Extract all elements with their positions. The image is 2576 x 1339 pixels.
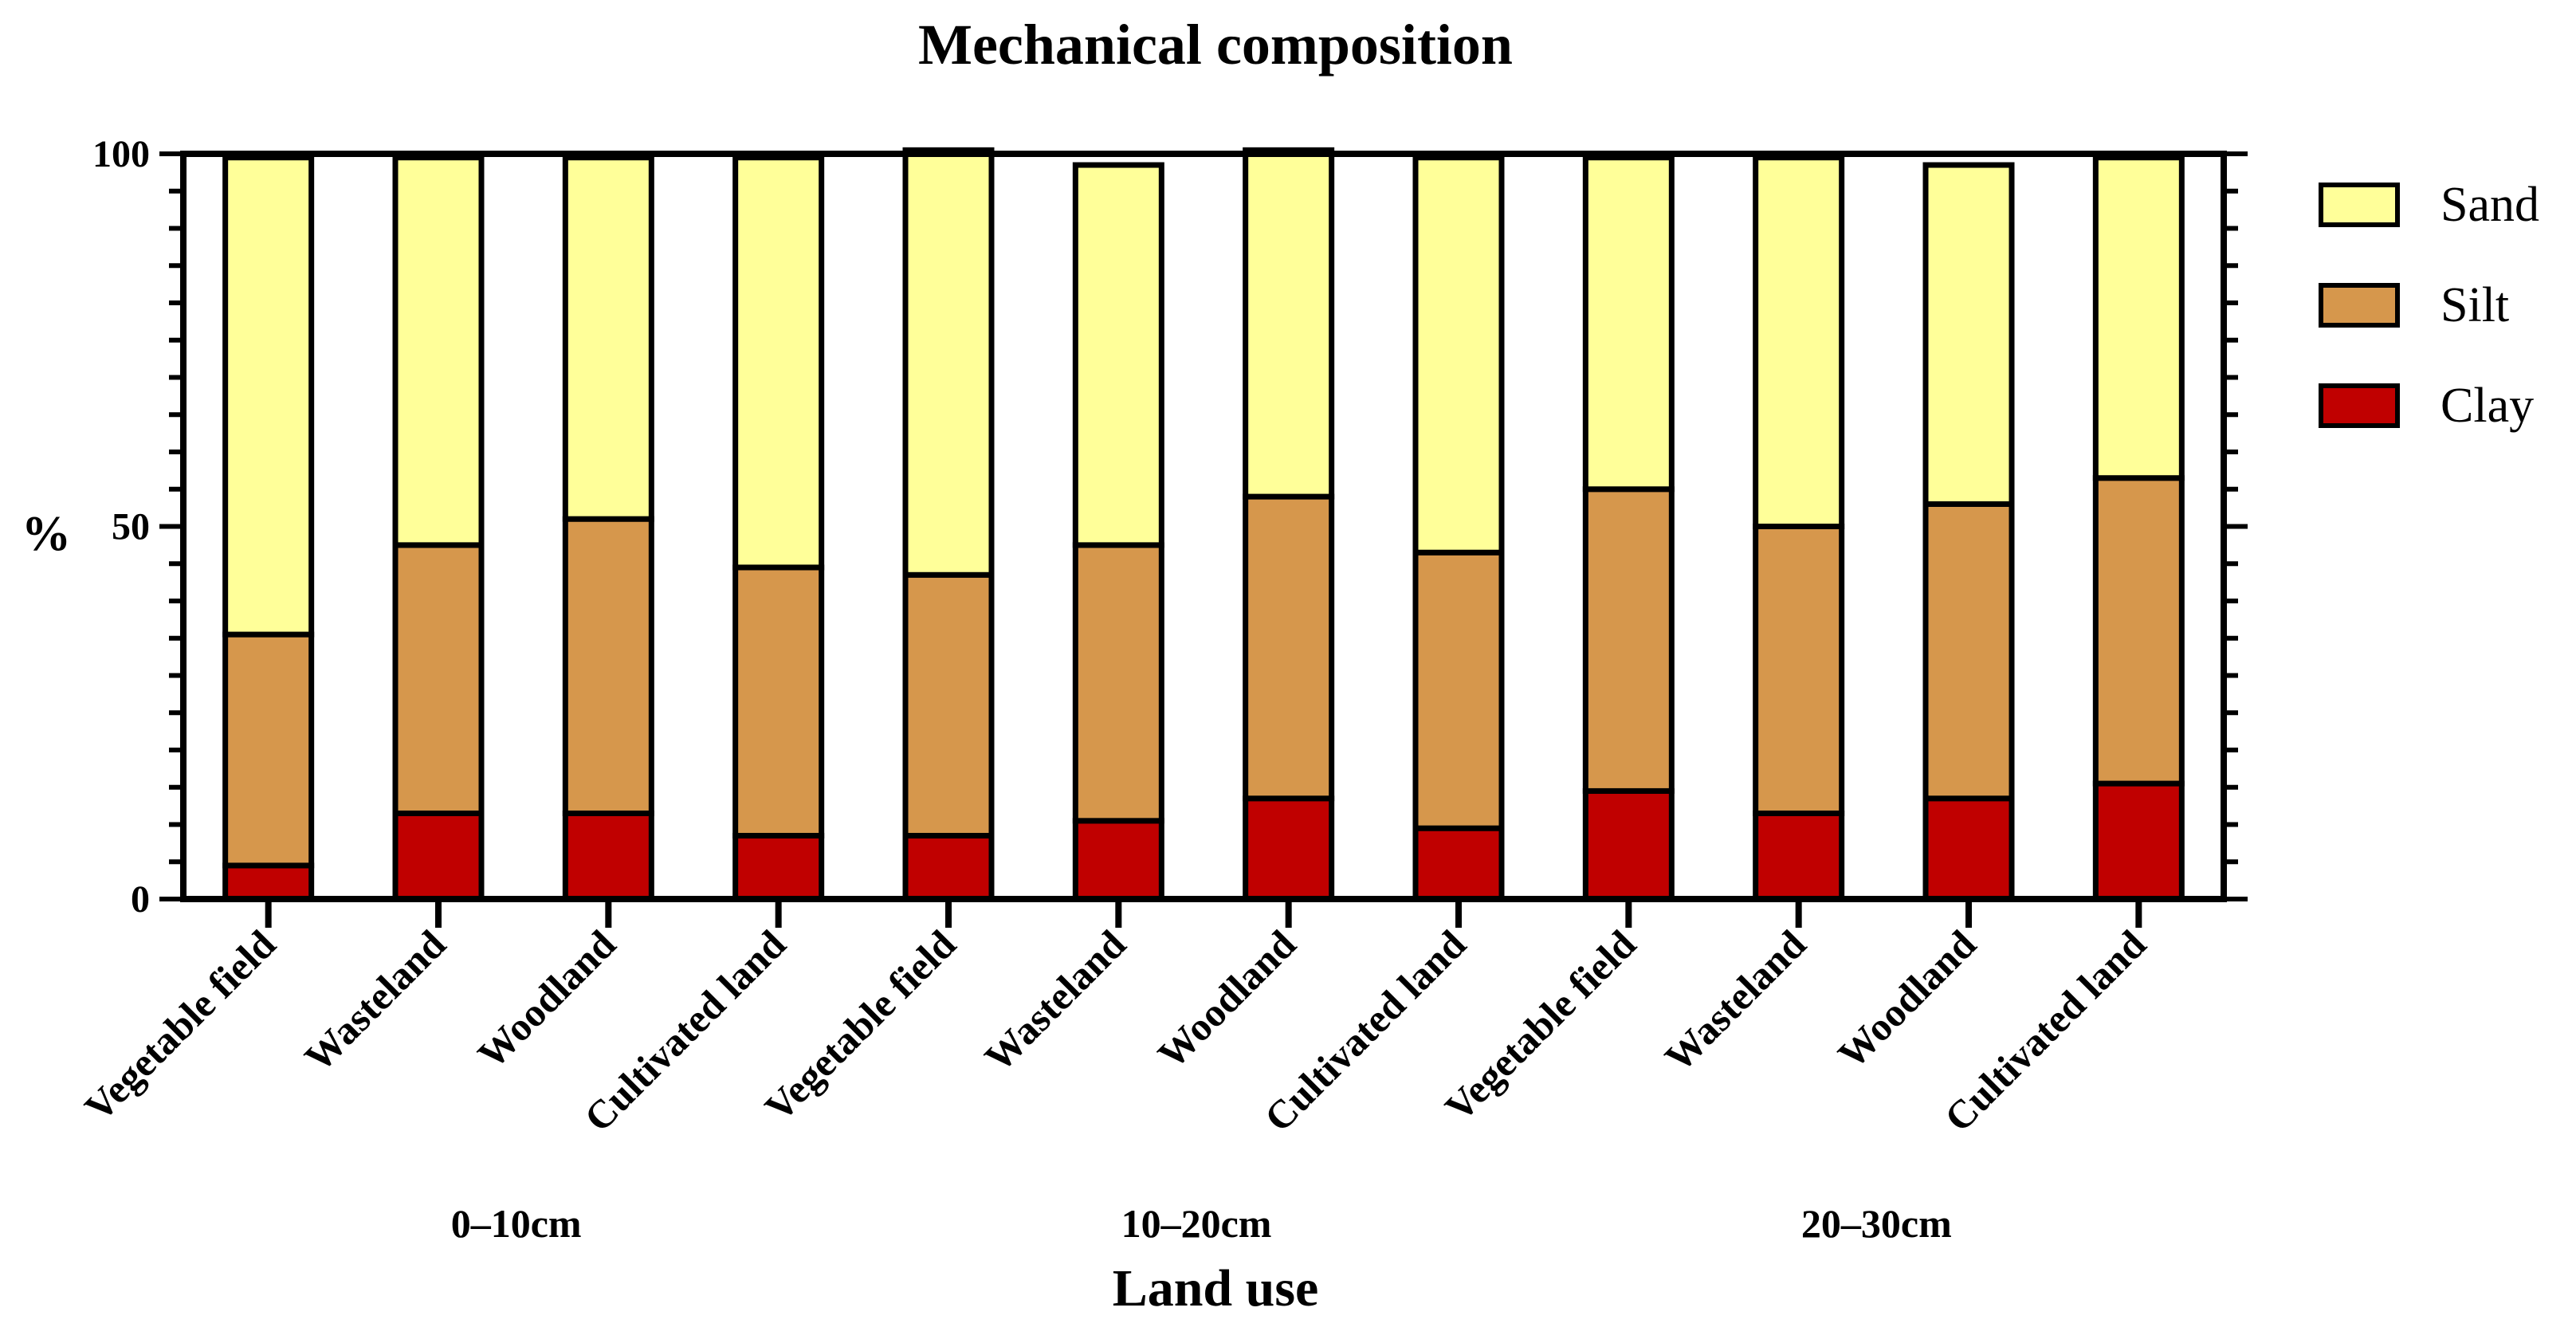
bar-clay-3	[562, 810, 654, 902]
bar-clay-5	[902, 833, 995, 902]
bar-silt-7	[1243, 493, 1335, 802]
y-axis-label: %	[22, 507, 71, 561]
bar-silt-4	[732, 564, 825, 839]
bar-silt-6	[1072, 542, 1164, 824]
x-tick-label: Vegetable field	[76, 921, 284, 1129]
bar-silt-9	[1582, 486, 1675, 794]
bar-silt-12	[2092, 475, 2185, 787]
group-labels: 0–10cm 10–20cm 20–30cm	[451, 1201, 1952, 1246]
bar-sand-7	[1243, 147, 1335, 500]
x-axis-label: Land use	[1113, 1259, 1319, 1317]
y-tick-label: 50	[112, 506, 150, 548]
bar-clay-8	[1412, 825, 1505, 902]
axes-layer: 0 50 100	[92, 133, 2248, 921]
legend-label-sand: Sand	[2441, 178, 2539, 232]
bar-sand-6	[1072, 162, 1164, 548]
bars-layer	[222, 147, 2185, 902]
bar-silt-5	[902, 571, 995, 839]
bar-clay-7	[1243, 795, 1335, 902]
bar-silt-1	[222, 631, 315, 869]
y-tick-label: 100	[92, 133, 150, 175]
legend: Sand Silt Clay	[2319, 178, 2539, 433]
bar-silt-10	[1753, 524, 1845, 816]
bar-clay-10	[1753, 810, 1845, 902]
bar-silt-2	[392, 542, 485, 816]
x-tick-label: Wasteland	[976, 921, 1134, 1080]
bar-sand-5	[902, 147, 995, 578]
bar-sand-2	[392, 155, 485, 548]
x-tick-label: Woodland	[469, 921, 624, 1077]
x-tick-label: Woodland	[1149, 921, 1305, 1077]
group-label: 20–30cm	[1801, 1201, 1952, 1246]
chart-title: Mechanical composition	[918, 13, 1513, 77]
bar-sand-8	[1412, 155, 1505, 556]
legend-label-silt: Silt	[2441, 278, 2509, 332]
bar-clay-1	[222, 862, 315, 902]
bar-sand-11	[1922, 162, 2015, 507]
legend-swatch-silt	[2319, 283, 2400, 328]
bar-clay-11	[1922, 795, 2015, 902]
x-tick-label: Wasteland	[296, 921, 454, 1080]
legend-swatch-clay	[2319, 383, 2400, 428]
bar-clay-9	[1582, 787, 1675, 902]
y-tick-label: 0	[131, 878, 150, 921]
bar-sand-4	[732, 155, 825, 571]
bar-clay-6	[1072, 818, 1164, 902]
bar-clay-12	[2092, 780, 2185, 902]
bar-clay-4	[732, 833, 825, 902]
plot-frame	[180, 151, 2227, 902]
group-label: 0–10cm	[451, 1201, 582, 1246]
x-tick-label: Woodland	[1829, 921, 1985, 1077]
legend-label-clay: Clay	[2441, 379, 2534, 433]
bar-silt-8	[1412, 549, 1505, 831]
bar-clay-2	[392, 810, 485, 902]
bar-sand-12	[2092, 155, 2185, 481]
x-tick-labels: Vegetable field Wasteland WoodlandCultivat…	[76, 899, 2154, 1141]
bar-sand-9	[1582, 155, 1675, 493]
bar-sand-10	[1753, 155, 1845, 530]
bar-sand-1	[222, 155, 315, 638]
legend-swatch-sand	[2319, 183, 2400, 227]
x-tick-label: Wasteland	[1656, 921, 1815, 1080]
bar-silt-11	[1922, 501, 2015, 802]
bar-sand-3	[562, 155, 654, 522]
bar-silt-3	[562, 516, 654, 816]
group-label: 10–20cm	[1121, 1201, 1272, 1246]
